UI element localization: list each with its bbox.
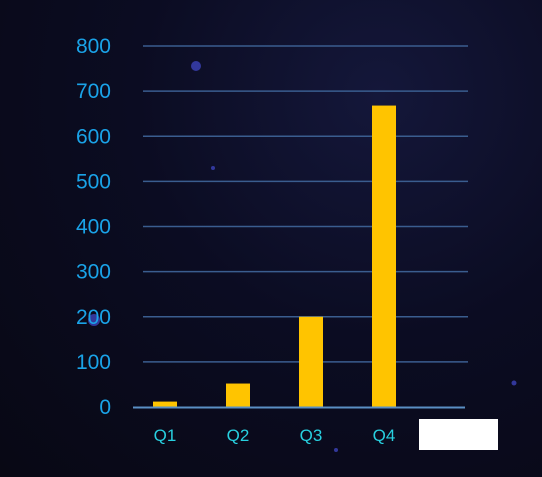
y-tick-label: 400 bbox=[76, 216, 111, 239]
y-axis: 0 100 200 300 400 500 600 700 800 bbox=[76, 35, 111, 419]
y-tick-label: 0 bbox=[99, 396, 111, 419]
y-tick-label: 500 bbox=[76, 170, 111, 193]
bar bbox=[226, 383, 250, 407]
decoration-layer bbox=[88, 61, 517, 452]
decoration-dot bbox=[88, 314, 100, 326]
x-tick-label: Q1 bbox=[154, 426, 177, 445]
gridlines bbox=[143, 45, 468, 363]
x-tick-label: Q3 bbox=[300, 426, 323, 445]
x-tick-label: Q4 bbox=[373, 426, 396, 445]
bars bbox=[153, 105, 396, 407]
x-tick-label: Q2 bbox=[227, 426, 250, 445]
decoration-dot bbox=[334, 448, 338, 452]
y-tick-label: 300 bbox=[76, 261, 111, 284]
y-tick-label: 600 bbox=[76, 125, 111, 148]
decoration-dot bbox=[211, 166, 215, 170]
blank-box bbox=[419, 419, 498, 450]
bar bbox=[299, 316, 323, 407]
x-axis: Q1 Q2 Q3 Q4 bbox=[133, 406, 465, 445]
bar bbox=[372, 105, 396, 407]
y-tick-label: 100 bbox=[76, 351, 111, 374]
decoration-dot bbox=[511, 380, 517, 386]
y-tick-label: 800 bbox=[76, 35, 111, 58]
y-tick-label: 700 bbox=[76, 80, 111, 103]
bar bbox=[153, 401, 177, 407]
y-tick-label: 200 bbox=[76, 306, 111, 329]
decoration-dot bbox=[191, 61, 201, 71]
